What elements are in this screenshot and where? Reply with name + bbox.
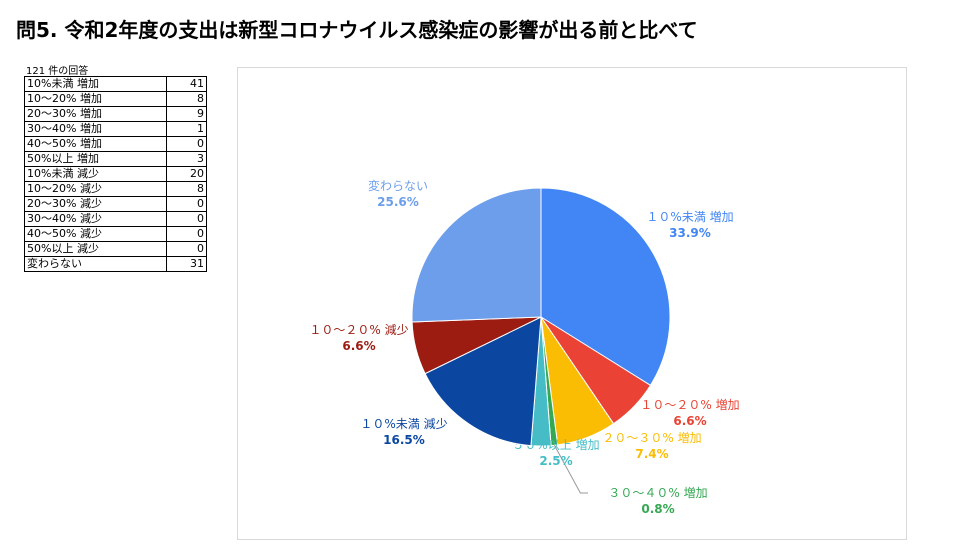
slice-percent-label: 6.6% xyxy=(673,414,706,428)
slice-label: 変わらない xyxy=(368,178,428,193)
pie-slice xyxy=(411,187,542,323)
table-row-value: 1 xyxy=(166,121,207,137)
table-row-value: 20 xyxy=(166,166,207,182)
slice-percent-label: 33.9% xyxy=(669,226,711,240)
table-row-value: 41 xyxy=(166,76,207,92)
table-row-label: 30〜40% 減少 xyxy=(24,211,167,227)
table-row-label: 30〜40% 増加 xyxy=(24,121,167,137)
slice-percent-label: 7.4% xyxy=(635,447,668,461)
response-table: 10%未満 増加 41 10〜20% 増加 8 20〜30% 増加 9 30〜40% 増加 1… xyxy=(24,76,207,272)
slice-label: １０〜２０% 減少 xyxy=(309,322,408,337)
response-count: 121 件の回答 xyxy=(26,66,89,77)
slice-percent-label: 25.6% xyxy=(377,195,419,209)
table-row-value: 0 xyxy=(166,241,207,257)
table-row-value: 8 xyxy=(166,91,207,107)
chart-area: １０%未満 増加 33.9% １０〜２０% 増加 6.6% ２０〜３０% 増加 7.4% ３… xyxy=(237,67,907,540)
slice-label: ３０〜４０% 増加 xyxy=(608,486,707,500)
pie-slice xyxy=(424,316,542,447)
table-row-value: 0 xyxy=(166,211,207,227)
table-row-value: 0 xyxy=(166,196,207,212)
table-row: 変わらない 31 xyxy=(24,256,207,272)
table-row-value: 31 xyxy=(166,256,207,272)
table-row-value: 9 xyxy=(166,106,207,122)
table-row-value: 0 xyxy=(166,136,207,152)
table-row-label: 10%未満 増加 xyxy=(24,76,167,92)
slice-percent-label: 0.8% xyxy=(641,502,674,516)
table-row-label: 50%以上 減少 xyxy=(24,241,167,257)
slice-percent-label: 2.5% xyxy=(539,454,572,468)
slice-label: １０%未満 減少 xyxy=(360,416,447,431)
table-row: 30〜40% 増加 1 xyxy=(24,121,207,137)
table-row: 10〜20% 増加 8 xyxy=(24,91,207,107)
slice-label: １０%未満 増加 xyxy=(646,210,733,224)
table-row-value: 3 xyxy=(166,151,207,167)
table-row-label: 50%以上 増加 xyxy=(24,151,167,167)
table-row-label: 10〜20% 減少 xyxy=(24,181,167,197)
slice-percent-label: 6.6% xyxy=(342,339,375,353)
table-row: 50%以上 増加 3 xyxy=(24,151,207,167)
table-row: 10%未満 減少 20 xyxy=(24,166,207,182)
pie-chart: １０%未満 増加 33.9% １０〜２０% 増加 6.6% ２０〜３０% 増加 7.4% ３… xyxy=(309,178,739,516)
table-row: 50%以上 減少 0 xyxy=(24,241,207,257)
slice-label: １０〜２０% 増加 xyxy=(640,398,739,412)
slice-label: ５０%以上 増加 xyxy=(512,438,599,452)
table-row-value: 0 xyxy=(166,226,207,242)
pie-slice xyxy=(540,187,671,387)
table-row: 20〜30% 増加 9 xyxy=(24,106,207,122)
table-row-label: 20〜30% 増加 xyxy=(24,106,167,122)
table-row: 30〜40% 減少 0 xyxy=(24,211,207,227)
table-row: 10%未満 増加 41 xyxy=(24,76,207,92)
table-row-label: 10%未満 減少 xyxy=(24,166,167,182)
table-row: 40〜50% 増加 0 xyxy=(24,136,207,152)
table-row-label: 40〜50% 増加 xyxy=(24,136,167,152)
leader-line xyxy=(553,445,588,494)
table-row: 10〜20% 減少 8 xyxy=(24,181,207,197)
slice-percent-label: 16.5% xyxy=(383,433,425,447)
table-row: 20〜30% 減少 0 xyxy=(24,196,207,212)
table-row-value: 8 xyxy=(166,181,207,197)
table-row-label: 10〜20% 増加 xyxy=(24,91,167,107)
page-title: 問5. 令和2年度の支出は新型コロナウイルス感染症の影響が出る前と比べて xyxy=(16,18,698,42)
slice-label: ２０〜３０% 増加 xyxy=(602,431,701,445)
table-row-label: 変わらない xyxy=(24,256,167,272)
table-row-label: 20〜30% 減少 xyxy=(24,196,167,212)
table-row: 40〜50% 減少 0 xyxy=(24,226,207,242)
table-row-label: 40〜50% 減少 xyxy=(24,226,167,242)
